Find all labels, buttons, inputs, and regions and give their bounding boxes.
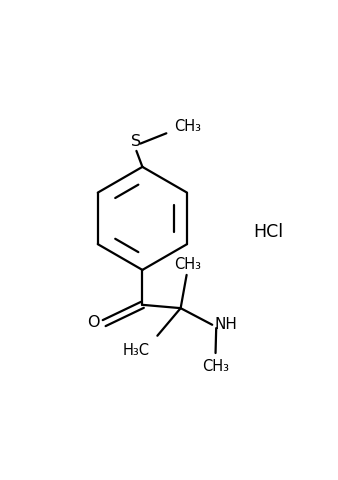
Text: S: S [131, 134, 142, 149]
Text: CH₃: CH₃ [174, 257, 201, 272]
Text: O: O [87, 315, 99, 330]
Text: CH₃: CH₃ [202, 359, 229, 374]
Text: CH₃: CH₃ [174, 119, 201, 134]
Text: NH: NH [215, 317, 238, 332]
Text: H₃C: H₃C [123, 343, 150, 358]
Text: HCl: HCl [254, 223, 284, 240]
